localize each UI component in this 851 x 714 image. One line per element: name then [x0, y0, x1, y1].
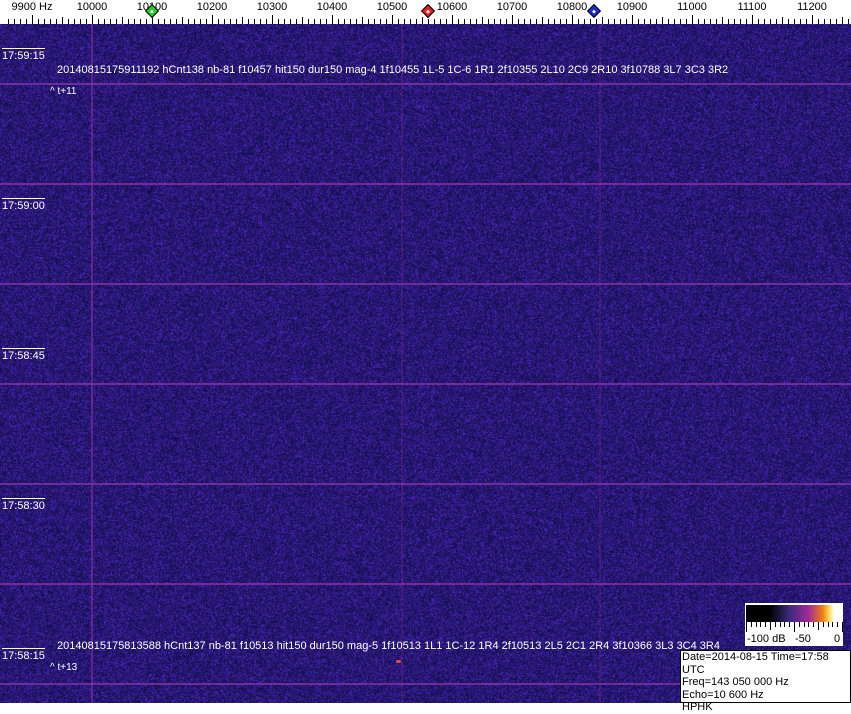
axis-tick — [332, 15, 333, 24]
scale-tick — [780, 622, 781, 627]
frequency-label: 10700 — [497, 1, 528, 13]
axis-tick — [32, 15, 33, 24]
axis-tick — [62, 17, 63, 24]
scale-tick — [842, 622, 843, 632]
info-frequency: Freq=143 050 000 Hz — [682, 676, 850, 689]
axis-tick — [302, 17, 303, 24]
axis-tick — [812, 15, 813, 24]
frequency-label: 10900 — [617, 1, 648, 13]
axis-tick — [602, 17, 603, 24]
frequency-label: 10600 — [437, 1, 468, 13]
scale-tick — [837, 622, 838, 627]
frequency-label: 10800 — [557, 1, 588, 13]
scale-tick — [818, 622, 819, 630]
color-scale: -100 dB -50 0 — [745, 603, 843, 646]
scale-tick — [828, 622, 829, 627]
time-label: 17:58:30 — [2, 498, 45, 512]
frequency-label: 10000 — [77, 1, 108, 13]
detection-text: 20140815175813588 hCnt137 nb-81 f10513 h… — [57, 640, 720, 652]
axis-tick — [512, 15, 513, 24]
frequency-axis: 9900 Hz100001010010200103001040010500106… — [0, 0, 851, 24]
gridline-horizontal — [0, 83, 851, 85]
gridline-horizontal — [0, 183, 851, 185]
axis-tick — [122, 17, 123, 24]
spectrogram: 17:59:15 17:59:00 17:58:45 17:58:30 17:5… — [0, 24, 851, 703]
scale-tick — [813, 622, 814, 627]
scale-tick — [789, 622, 790, 627]
red-marker-icon[interactable] — [421, 4, 435, 18]
axis-tick — [392, 15, 393, 24]
time-label: 17:59:15 — [2, 48, 45, 62]
scale-tick — [775, 622, 776, 627]
scale-tick — [799, 622, 800, 627]
gridline-horizontal — [0, 283, 851, 285]
axis-tick — [632, 15, 633, 24]
gridline-vertical — [599, 24, 601, 703]
axis-tick — [182, 17, 183, 24]
axis-tick — [92, 15, 93, 24]
scale-tick — [823, 622, 824, 627]
axis-tick — [572, 15, 573, 24]
time-label: 17:58:45 — [2, 348, 45, 362]
frequency-label: 11200 — [797, 1, 827, 13]
axis-tick — [662, 17, 663, 24]
axis-tick — [482, 17, 483, 24]
frequency-label: 11000 — [677, 1, 707, 13]
axis-tick — [422, 17, 423, 24]
scale-tick — [804, 622, 805, 627]
scale-tick — [794, 622, 795, 632]
frequency-label: 10300 — [257, 1, 288, 13]
axis-tick — [692, 15, 693, 24]
echo-blip — [396, 660, 401, 663]
axis-tick — [212, 15, 213, 24]
frequency-label: 10400 — [317, 1, 348, 13]
scale-tick — [746, 622, 747, 632]
spectrogram-noise — [0, 24, 851, 703]
scale-tick — [770, 622, 771, 630]
scale-tick — [832, 622, 833, 627]
axis-tick — [842, 17, 843, 24]
detection-offset: ^ t+11 — [50, 86, 76, 97]
axis-tick — [782, 17, 783, 24]
blue-marker-icon[interactable] — [587, 4, 601, 18]
info-date-time: Date=2014-08-15 Time=17:58 UTC — [682, 651, 850, 676]
scale-tick — [784, 622, 785, 627]
scale-tick — [751, 622, 752, 627]
frequency-label: 11100 — [738, 1, 767, 13]
info-echo: Echo=10 600 Hz — [682, 689, 850, 702]
gridline-vertical — [91, 24, 93, 703]
gridline-horizontal — [0, 383, 851, 385]
axis-tick — [722, 17, 723, 24]
axis-tick — [242, 17, 243, 24]
scale-tick — [760, 622, 761, 627]
time-label: 17:59:00 — [2, 198, 45, 212]
color-scale-gradient — [746, 605, 842, 622]
axis-tick — [272, 15, 273, 24]
detection-offset: ^ t+13 — [50, 662, 77, 673]
gridline-vertical — [401, 24, 403, 703]
axis-tick — [362, 17, 363, 24]
scale-label-max: 0 — [834, 633, 840, 645]
frequency-label: 9900 Hz — [12, 1, 53, 13]
detection-text: 20140815175911192 hCnt138 nb-81 f10457 h… — [57, 64, 728, 76]
scale-tick — [756, 622, 757, 627]
frequency-label: 10200 — [197, 1, 228, 13]
gridline-horizontal — [0, 483, 851, 485]
axis-tick — [452, 15, 453, 24]
scale-label-min: -100 dB — [747, 633, 786, 645]
scale-label-mid: -50 — [795, 633, 811, 645]
scale-tick — [765, 622, 766, 627]
gridline-horizontal — [0, 583, 851, 585]
frequency-label: 10500 — [377, 1, 408, 13]
scale-tick — [808, 622, 809, 627]
time-label: 17:58:15 — [2, 648, 45, 662]
axis-tick — [542, 17, 543, 24]
info-box: Date=2014-08-15 Time=17:58 UTC Freq=143 … — [680, 650, 851, 703]
axis-tick — [752, 15, 753, 24]
